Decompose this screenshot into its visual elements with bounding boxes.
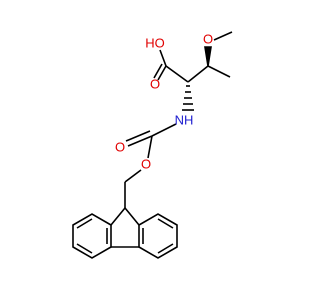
bond bbox=[187, 65, 209, 83]
atom-label: HO bbox=[145, 35, 165, 50]
bond bbox=[165, 65, 189, 83]
bond bbox=[157, 65, 167, 81]
ring bbox=[72, 213, 112, 259]
bond bbox=[127, 135, 153, 147]
bond bbox=[207, 65, 231, 78]
bond bbox=[151, 123, 177, 137]
atom-label: O bbox=[141, 156, 151, 171]
bond bbox=[110, 207, 126, 226]
ring bbox=[138, 213, 178, 259]
wedge-bond bbox=[204, 46, 212, 67]
bond bbox=[213, 31, 233, 41]
double-bonds bbox=[76, 218, 174, 254]
molecule: HO O O NH O O bbox=[72, 31, 233, 259]
bond bbox=[159, 49, 167, 67]
atom-label: O bbox=[115, 139, 125, 154]
bond bbox=[124, 169, 142, 183]
bond bbox=[153, 63, 163, 79]
atom-label: NH bbox=[175, 112, 194, 127]
atom-label: O bbox=[150, 76, 160, 91]
bond bbox=[147, 135, 153, 159]
atom-label: O bbox=[203, 31, 213, 46]
bond bbox=[125, 130, 151, 142]
hash-bond bbox=[182, 85, 194, 111]
bond bbox=[124, 207, 140, 226]
